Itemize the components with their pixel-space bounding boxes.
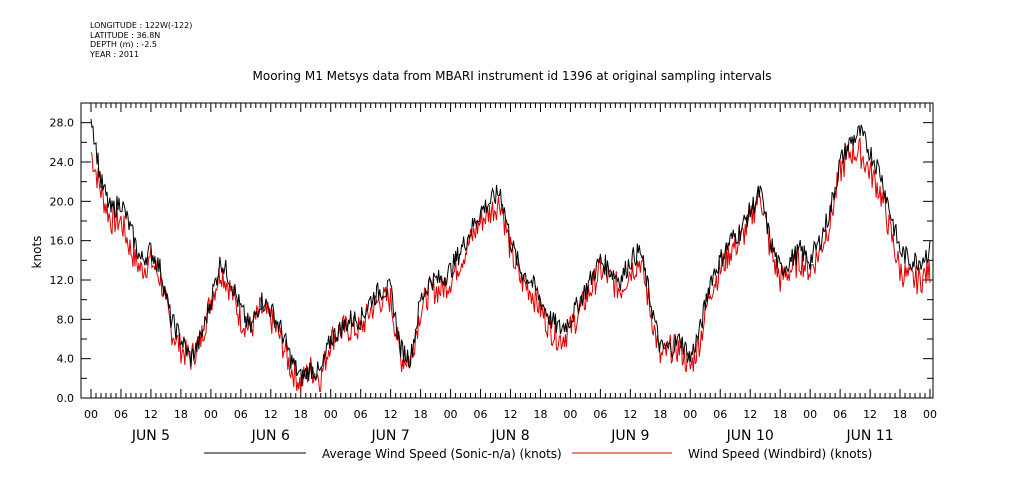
x-tick-label: 18 (533, 408, 547, 421)
x-tick-label: 00 (324, 408, 338, 421)
x-tick-label: 06 (474, 408, 488, 421)
day-label: JUN 11 (846, 428, 894, 444)
x-tick-label: 12 (863, 408, 877, 421)
y-tick-label: 0.0 (57, 392, 75, 405)
year-label: YEAR : 2011 (90, 49, 140, 59)
x-tick-label: 18 (653, 408, 667, 421)
x-tick-label: 12 (384, 408, 398, 421)
x-tick-label: 12 (743, 408, 757, 421)
y-tick-label: 24.0 (50, 156, 75, 169)
day-label: JUN 6 (251, 428, 290, 444)
x-tick-label: 00 (803, 408, 817, 421)
y-tick-label: 8.0 (57, 313, 75, 326)
x-tick-label: 00 (84, 408, 98, 421)
y-tick-label: 20.0 (50, 195, 75, 208)
x-tick-label: 18 (893, 408, 907, 421)
x-tick-label: 06 (593, 408, 607, 421)
x-tick-label: 06 (713, 408, 727, 421)
x-tick-label: 00 (923, 408, 937, 421)
x-tick-label: 18 (174, 408, 188, 421)
y-tick-label: 16.0 (50, 235, 75, 248)
plot-frame (80, 102, 934, 399)
x-tick-label: 06 (833, 408, 847, 421)
y-tick-label: 4.0 (57, 353, 75, 366)
day-label: JUN 10 (726, 428, 774, 444)
day-label: JUN 5 (131, 428, 170, 444)
legend-label-windbird: Wind Speed (Windbird) (knots) (688, 447, 872, 461)
x-tick-label: 12 (504, 408, 518, 421)
series-line-sonic (90, 118, 931, 387)
y-axis-label: knots (30, 236, 44, 269)
x-tick-label: 18 (294, 408, 308, 421)
station-info: LONGITUDE : 122W(-122) LATITUDE : 36.8N … (90, 21, 192, 59)
x-tick-label: 12 (623, 408, 637, 421)
longitude-label: LONGITUDE : 122W(-122) (90, 21, 193, 30)
x-tick-label: 18 (773, 408, 787, 421)
day-label: JUN 9 (610, 428, 649, 444)
x-tick-label: 18 (414, 408, 428, 421)
x-tick-label: 00 (683, 408, 697, 421)
x-tick-label: 06 (234, 408, 248, 421)
y-tick-label: 28.0 (50, 117, 75, 130)
day-label: JUN 7 (371, 428, 410, 444)
legend-label-sonic: Average Wind Speed (Sonic-n/a) (knots) (322, 447, 562, 461)
x-tick-label: 06 (354, 408, 368, 421)
latitude-label: LATITUDE : 36.8N (90, 30, 161, 40)
x-tick-label: 06 (114, 408, 128, 421)
x-tick-label: 12 (264, 408, 278, 421)
chart-title: Mooring M1 Metsys data from MBARI instru… (253, 69, 772, 83)
series-line-windbird (90, 136, 931, 392)
x-tick-label: 12 (144, 408, 158, 421)
x-tick-label: 00 (444, 408, 458, 421)
x-tick-label: 00 (204, 408, 218, 421)
day-label: JUN 8 (490, 428, 529, 444)
y-tick-label: 12.0 (50, 274, 75, 287)
x-tick-label: 00 (563, 408, 577, 421)
depth-label: DEPTH (m) : -2.5 (90, 40, 157, 49)
